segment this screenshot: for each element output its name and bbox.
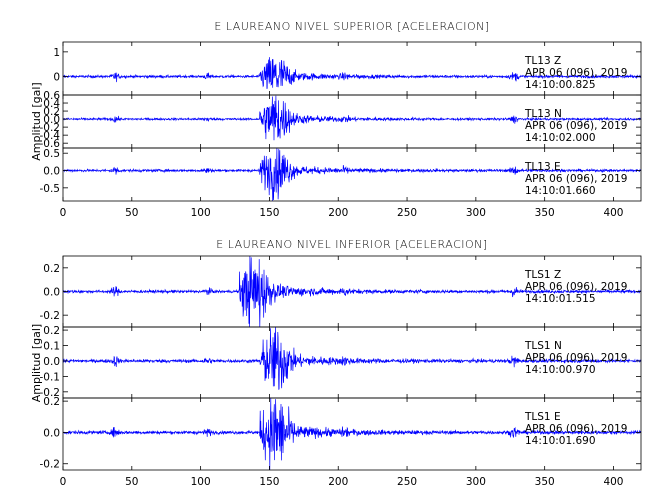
- y-tick-label: 0.5: [43, 148, 60, 160]
- waveform-tls1-n: [62, 326, 642, 390]
- y-tick-label: 0.0: [43, 114, 60, 126]
- waveform-tls1-e: [63, 397, 642, 471]
- waveform-tls1-z: [62, 255, 642, 328]
- date-label: APR 06 (096), 2019: [525, 173, 627, 185]
- waveform-tl13-e: [62, 147, 642, 202]
- panel-frame: [62, 147, 642, 202]
- station-label: TLS1 E: [524, 411, 561, 423]
- y-tick-label: 1: [53, 47, 60, 59]
- y-tick-label: 0.2: [43, 325, 60, 337]
- time-label: 14:10:00.970: [525, 364, 596, 376]
- y-tick-label: 0.0: [43, 166, 60, 178]
- y-tick-label: -0.2: [40, 387, 61, 399]
- x-tick-label: 100: [191, 476, 211, 488]
- station-label: TLS1 N: [524, 340, 562, 352]
- date-label: APR 06 (096), 2019: [525, 120, 627, 132]
- y-axis-label: Amplitud [gal]: [30, 324, 43, 402]
- waveform-tl13-n: [62, 95, 642, 141]
- y-tick-label: 0.2: [43, 396, 60, 408]
- y-tick-label: -0.6: [40, 138, 61, 150]
- time-label: 14:10:02.000: [525, 132, 596, 144]
- y-tick-label: -0.4: [40, 130, 61, 142]
- date-label: APR 06 (096), 2019: [525, 423, 627, 435]
- x-tick-label: 0: [60, 476, 67, 488]
- x-tick-label: 400: [603, 476, 623, 488]
- y-tick-label: 0.4: [43, 98, 60, 110]
- x-tick-label: 50: [125, 207, 138, 219]
- station-label: TL13 Z: [524, 55, 561, 67]
- x-tick-label: 100: [191, 207, 211, 219]
- waveform-tl13-z: [62, 57, 642, 89]
- x-tick-label: 0: [60, 207, 67, 219]
- date-label: APR 06 (096), 2019: [525, 67, 627, 79]
- x-tick-label: 400: [603, 207, 623, 219]
- y-tick-label: -0.2: [40, 459, 61, 471]
- x-tick-label: 300: [466, 476, 486, 488]
- time-label: 14:10:01.515: [525, 293, 596, 305]
- x-tick-label: 250: [397, 476, 417, 488]
- time-label: 14:10:00.825: [525, 79, 596, 91]
- station-label: TLS1 Z: [524, 269, 561, 281]
- y-tick-label: 0.0: [43, 356, 60, 368]
- x-tick-label: 150: [259, 476, 279, 488]
- date-label: APR 06 (096), 2019: [525, 352, 627, 364]
- y-tick-label: 0: [53, 72, 60, 84]
- panel-frame: [62, 397, 642, 471]
- x-tick-label: 50: [125, 476, 138, 488]
- y-tick-label: -0.2: [40, 310, 61, 322]
- x-tick-label: 150: [259, 207, 279, 219]
- time-label: 14:10:01.690: [525, 435, 596, 447]
- y-tick-label: -0.2: [40, 122, 61, 134]
- chart-title: E LAUREANO NIVEL INFERIOR [ACELERACION]: [216, 238, 487, 251]
- x-tick-label: 200: [328, 207, 348, 219]
- y-tick-label: 0.6: [43, 90, 60, 102]
- y-tick-label: 0.0: [43, 427, 60, 439]
- y-tick-label: 0.1: [43, 341, 60, 353]
- y-tick-label: -0.5: [40, 183, 61, 195]
- chart-title: E LAUREANO NIVEL SUPERIOR [ACELERACION]: [214, 20, 489, 33]
- y-tick-label: 0.0: [43, 287, 60, 299]
- time-label: 14:10:01.660: [525, 185, 596, 197]
- y-axis-label: Amplitud [gal]: [30, 82, 43, 160]
- x-tick-label: 350: [535, 207, 555, 219]
- x-tick-label: 200: [328, 476, 348, 488]
- y-tick-label: 0.2: [43, 106, 60, 118]
- y-tick-label: -0.1: [40, 371, 61, 383]
- station-label: TL13 N: [524, 108, 562, 120]
- date-label: APR 06 (096), 2019: [525, 281, 627, 293]
- y-tick-label: 0.2: [43, 263, 60, 275]
- x-tick-label: 250: [397, 207, 417, 219]
- x-tick-label: 350: [535, 476, 555, 488]
- station-label: TL13 E: [524, 161, 561, 173]
- x-tick-label: 300: [466, 207, 486, 219]
